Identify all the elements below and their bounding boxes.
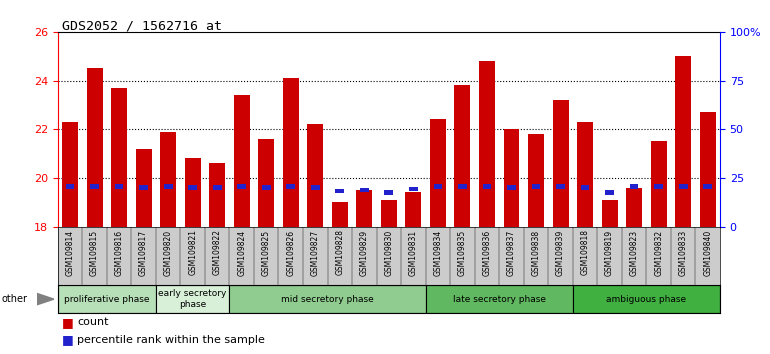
Text: GSM109836: GSM109836 — [483, 229, 491, 276]
Text: GSM109838: GSM109838 — [531, 229, 541, 276]
Bar — [531, 184, 541, 189]
Bar — [156, 285, 229, 313]
Bar — [209, 163, 225, 227]
Bar — [384, 190, 393, 195]
Bar — [434, 184, 442, 189]
Bar — [262, 185, 270, 190]
Bar — [504, 129, 520, 227]
Bar — [654, 184, 663, 189]
Bar — [160, 132, 176, 227]
Text: GSM109819: GSM109819 — [605, 229, 614, 276]
Bar — [426, 285, 573, 313]
Bar — [675, 56, 691, 227]
Bar — [234, 95, 249, 227]
Bar — [283, 78, 299, 227]
Bar — [86, 68, 102, 227]
Text: other: other — [2, 294, 28, 304]
Text: late secretory phase: late secretory phase — [453, 295, 546, 304]
Text: GSM109834: GSM109834 — [434, 229, 443, 276]
Text: GSM109823: GSM109823 — [630, 229, 638, 276]
Text: GSM109820: GSM109820 — [163, 229, 172, 276]
Text: GDS2052 / 1562716_at: GDS2052 / 1562716_at — [62, 19, 222, 33]
Text: early secretory
phase: early secretory phase — [159, 290, 227, 309]
Text: GSM109835: GSM109835 — [458, 229, 467, 276]
Bar — [65, 184, 75, 189]
Bar — [556, 184, 565, 189]
Bar — [237, 184, 246, 189]
Text: GSM109829: GSM109829 — [360, 229, 369, 276]
Text: GSM109814: GSM109814 — [65, 229, 75, 276]
Bar — [581, 185, 590, 190]
Bar — [679, 184, 688, 189]
Bar — [700, 112, 715, 227]
Text: GSM109824: GSM109824 — [237, 229, 246, 276]
Bar — [405, 193, 421, 227]
Bar — [188, 185, 197, 190]
Bar — [357, 190, 373, 227]
Text: count: count — [77, 317, 109, 327]
Bar — [479, 61, 495, 227]
Text: GSM109840: GSM109840 — [703, 229, 712, 276]
Bar — [430, 120, 446, 227]
Bar — [553, 100, 568, 227]
Bar — [573, 285, 720, 313]
Text: GSM109826: GSM109826 — [286, 229, 295, 276]
Text: GSM109815: GSM109815 — [90, 229, 99, 276]
Bar — [507, 185, 516, 190]
Text: GSM109816: GSM109816 — [115, 229, 123, 276]
Bar — [454, 85, 470, 227]
Bar — [286, 184, 295, 189]
Text: GSM109837: GSM109837 — [507, 229, 516, 276]
Bar — [90, 184, 99, 189]
Text: ■: ■ — [62, 316, 73, 329]
Text: GSM109839: GSM109839 — [556, 229, 565, 276]
Bar — [139, 185, 148, 190]
Bar — [258, 139, 274, 227]
Bar — [409, 187, 418, 191]
Text: proliferative phase: proliferative phase — [64, 295, 149, 304]
Bar — [332, 202, 348, 227]
Bar — [213, 185, 222, 190]
Text: GSM109822: GSM109822 — [213, 229, 222, 275]
Bar — [336, 189, 344, 193]
Bar — [630, 184, 638, 189]
Bar — [307, 124, 323, 227]
Text: percentile rank within the sample: percentile rank within the sample — [77, 335, 265, 345]
Bar — [626, 188, 642, 227]
Bar — [311, 185, 320, 190]
Bar — [229, 285, 426, 313]
Bar — [381, 200, 397, 227]
Bar — [360, 188, 369, 192]
Bar — [185, 159, 201, 227]
Text: GSM109832: GSM109832 — [654, 229, 663, 276]
Bar — [111, 88, 127, 227]
Text: GSM109825: GSM109825 — [262, 229, 271, 276]
Text: GSM109821: GSM109821 — [188, 229, 197, 275]
Bar — [58, 285, 156, 313]
Text: GSM109817: GSM109817 — [139, 229, 148, 276]
Text: GSM109830: GSM109830 — [384, 229, 393, 276]
Bar — [164, 184, 172, 189]
Text: GSM109827: GSM109827 — [311, 229, 320, 276]
Text: GSM109833: GSM109833 — [678, 229, 688, 276]
Text: ambiguous phase: ambiguous phase — [606, 295, 686, 304]
Bar — [62, 122, 78, 227]
Text: GSM109818: GSM109818 — [581, 229, 590, 275]
Bar — [483, 184, 491, 189]
Text: GSM109828: GSM109828 — [335, 229, 344, 275]
Text: ■: ■ — [62, 333, 73, 346]
Text: mid secretory phase: mid secretory phase — [281, 295, 374, 304]
Bar — [458, 184, 467, 189]
Bar — [605, 190, 614, 195]
Text: GSM109831: GSM109831 — [409, 229, 418, 276]
Bar — [703, 184, 712, 189]
Bar — [601, 200, 618, 227]
Bar — [577, 122, 593, 227]
Bar — [651, 141, 667, 227]
Polygon shape — [37, 293, 54, 305]
Bar — [136, 149, 152, 227]
Bar — [115, 184, 123, 189]
Bar — [528, 134, 544, 227]
